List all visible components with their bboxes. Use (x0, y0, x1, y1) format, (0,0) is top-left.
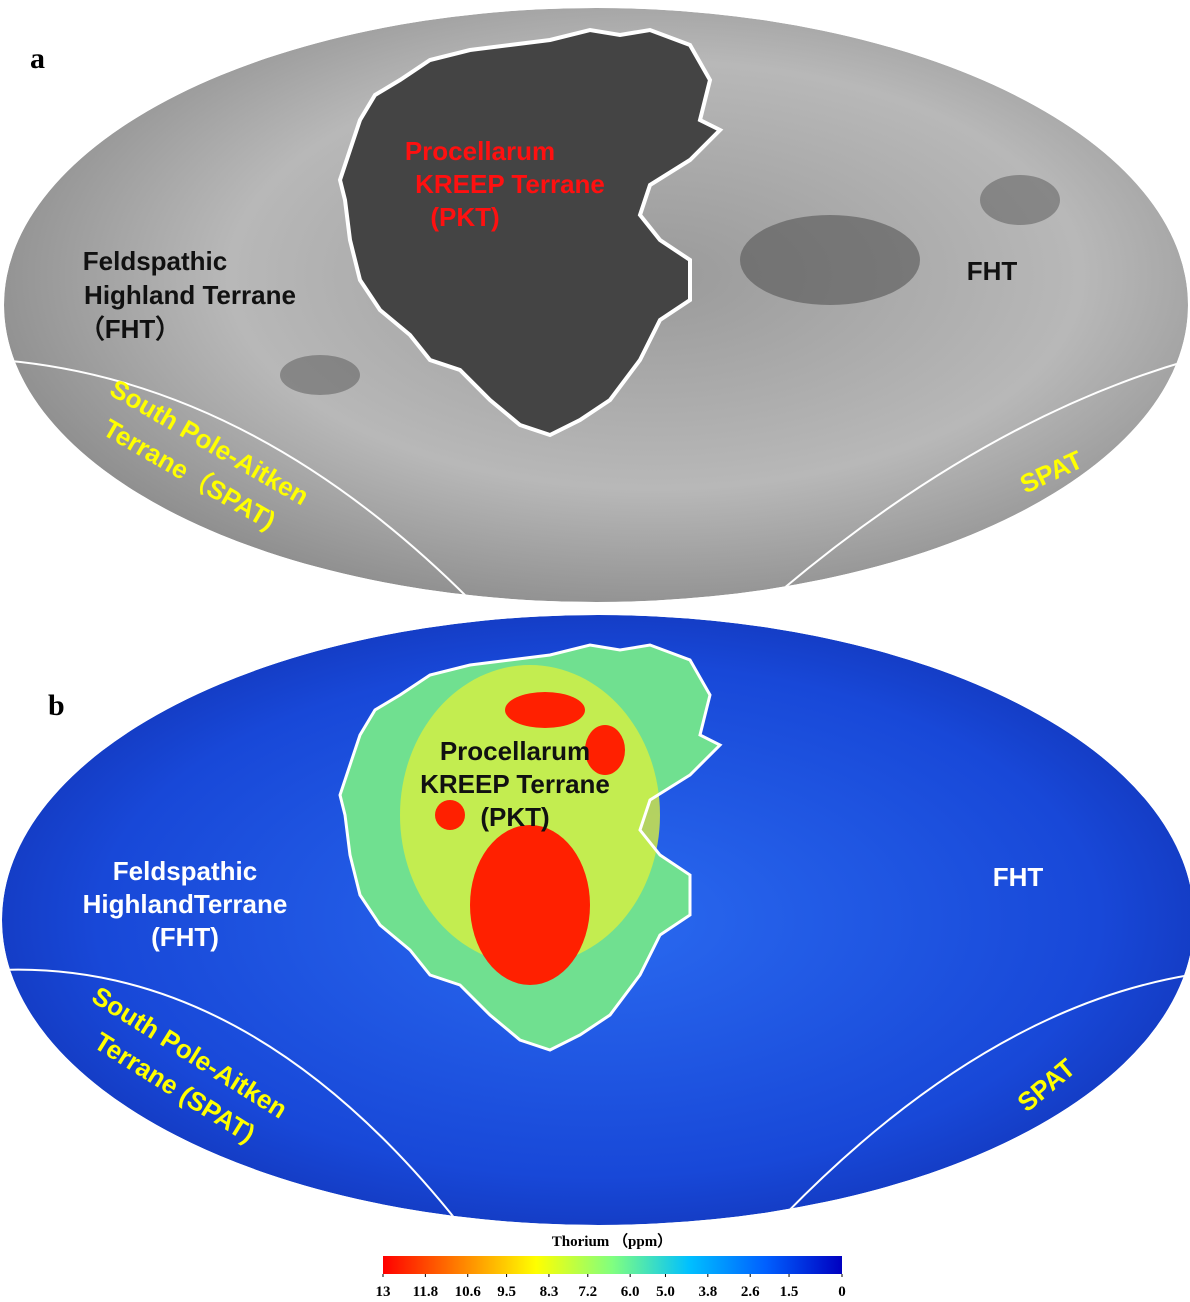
label-line: FHT (967, 256, 1018, 286)
colorbar-bar (383, 1256, 842, 1274)
figure: a Procellarum KREEP Terrane (PKT) Feldsp… (0, 0, 1190, 1302)
colorbar-tick-label: 10.6 (455, 1284, 482, 1300)
thorium-map (0, 615, 1190, 1225)
label-line: (PKT) (430, 202, 499, 232)
label-line: Feldspathic (83, 246, 227, 276)
label-line: Feldspathic (113, 856, 257, 886)
label-line: Procellarum (405, 136, 555, 166)
colorbar-tick-label: 9.5 (497, 1284, 516, 1300)
colorbar-tick-label: 3.8 (698, 1284, 717, 1300)
panel-label: a (30, 42, 45, 75)
label-line: KREEP Terrane (420, 769, 610, 799)
label-line: （FHT） (79, 314, 182, 344)
label-line: KREEP Terrane (415, 169, 605, 199)
colorbar-tick-label: 7.2 (578, 1284, 597, 1300)
label-line: (PKT) (480, 802, 549, 832)
label-line: HighlandTerrane (83, 889, 288, 919)
label-line: Highland Terrane (84, 280, 296, 310)
colorbar-tick-label: 8.3 (540, 1284, 559, 1300)
label-line: FHT (993, 862, 1044, 892)
label-line: Procellarum (440, 736, 590, 766)
colorbar-tick-label: 11.8 (413, 1284, 438, 1300)
label-line: (FHT) (151, 922, 219, 952)
colorbar-title: Thorium （ppm） (552, 1232, 672, 1250)
colorbar-tick-label: 2.6 (741, 1284, 760, 1300)
colorbar-tick-label: 0 (838, 1284, 846, 1300)
colorbar-tick-label: 5.0 (656, 1284, 675, 1300)
colorbar-tick-label: 13 (376, 1284, 391, 1300)
colorbar-tick-label: 6.0 (621, 1284, 640, 1300)
colorbar: 13 11.8 10.6 9.5 8.3 7.2 6.0 5.0 3.8 2.6 1.5 0 (376, 1256, 846, 1300)
panel-label: b (48, 689, 65, 722)
colorbar-tick-label: 1.5 (780, 1284, 799, 1300)
